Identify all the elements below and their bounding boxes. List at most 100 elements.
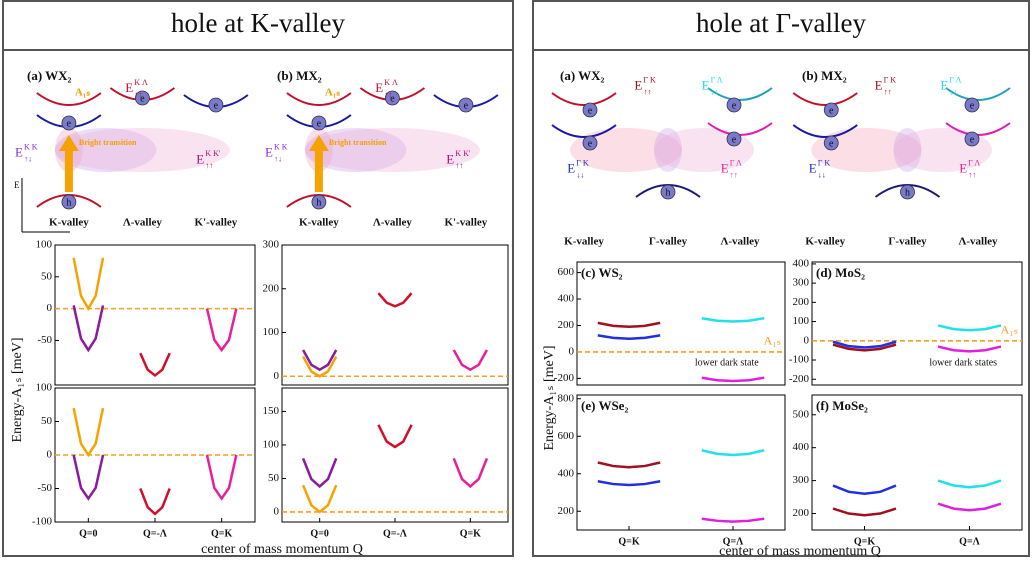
x-tick-label: Q=0	[310, 528, 328, 539]
state-sup: Γ K	[818, 159, 831, 168]
curve	[205, 454, 238, 501]
state-label: E	[959, 161, 967, 176]
y-tick-label: 800	[558, 392, 575, 404]
y-tick-label: 100	[36, 382, 53, 394]
band	[551, 92, 617, 106]
curve	[72, 257, 105, 312]
curve	[937, 479, 1002, 489]
state-sub: ↓↓	[818, 171, 826, 180]
state-sup: K K'	[455, 149, 471, 158]
curve	[301, 457, 338, 489]
state-label: E	[125, 80, 133, 95]
chart-title: (d) MoS₂	[816, 265, 865, 280]
chart-title: (c) WS₂	[581, 265, 623, 280]
particle-label: e	[390, 93, 395, 104]
y-tick-label: 500	[793, 408, 810, 420]
valley-label: K-valley	[299, 217, 339, 229]
schematic-label: (b) MX₂	[277, 68, 322, 83]
state-sub: ↑↑	[730, 171, 738, 180]
state-label: E	[567, 161, 575, 176]
state-sub: ↓↓	[576, 171, 584, 180]
particle	[660, 184, 676, 200]
particle-label: e	[214, 100, 219, 111]
y-tick-label: 0	[804, 334, 810, 346]
particle-label: e	[588, 138, 593, 149]
state-sup: K Λ	[134, 78, 148, 87]
y-tick-label: 300	[793, 474, 810, 486]
x-axis-label: center of mass momentum Q	[719, 544, 881, 559]
transition-arrow-head	[58, 135, 79, 151]
particle-label: e	[732, 100, 737, 111]
curve	[937, 345, 1002, 353]
exciton-label: A₁ₛ	[325, 87, 340, 99]
particle	[964, 131, 980, 147]
curve	[597, 334, 661, 340]
curve	[452, 349, 488, 372]
curve	[301, 484, 338, 514]
y-tick-label: 600	[558, 430, 575, 442]
y-tick-label: 0	[47, 302, 53, 314]
state-sub: ↑↓	[24, 154, 32, 163]
state-sup: Γ Λ	[968, 159, 980, 168]
state-sup: Γ K	[643, 75, 656, 84]
plot-frame	[811, 261, 1023, 386]
exciton-cloud	[304, 128, 407, 172]
plot-frame	[281, 244, 509, 386]
y-tick-label: 200	[793, 507, 810, 519]
valley-label: Λ-valley	[720, 236, 760, 248]
band	[36, 92, 102, 106]
particle	[311, 115, 327, 131]
x-tick-label: Q=-Λ	[143, 528, 168, 539]
state-label: E	[15, 145, 23, 160]
curve	[139, 352, 171, 378]
particle-label: e	[317, 118, 322, 129]
valley-label: K'-valley	[195, 217, 238, 229]
exciton-cloud	[893, 128, 922, 172]
plot-frame	[576, 261, 786, 386]
particle-label: e	[829, 105, 834, 116]
exciton-cloud	[54, 128, 230, 172]
band	[792, 124, 858, 138]
particle	[208, 97, 224, 113]
y-tick-label: -50	[37, 334, 52, 346]
state-label: E	[446, 151, 454, 166]
y-tick-label: 400	[793, 257, 810, 269]
reference-label: A₁ₛ	[1001, 323, 1018, 337]
particle	[61, 115, 77, 131]
state-label: E	[875, 77, 883, 92]
y-tick-label: 100	[36, 239, 53, 251]
y-tick-label: 200	[558, 505, 575, 517]
state-label: E	[721, 161, 729, 176]
particle	[726, 97, 742, 113]
particle-label: h	[666, 187, 671, 198]
state-sup: K K'	[205, 149, 221, 158]
y-tick-label: 50	[41, 270, 53, 282]
state-label: E	[634, 77, 642, 92]
y-tick-label: -200	[554, 372, 575, 384]
state-sub: ↑↑	[884, 87, 892, 96]
y-tick-label: 100	[263, 438, 280, 450]
schematic-label: (a) WX₂	[560, 68, 605, 83]
x-tick-label: Q=0	[79, 528, 97, 539]
x-tick-label: Q=K	[854, 536, 875, 547]
plot-frame	[54, 244, 256, 386]
valley-label: K-valley	[49, 217, 89, 229]
valley-label: Λ-valley	[958, 236, 998, 248]
y-tick-label: 200	[793, 296, 810, 308]
y-tick-label: 300	[263, 239, 280, 251]
transition-arrow-head	[308, 135, 329, 151]
valley-label: Λ-valley	[123, 217, 163, 229]
curve	[937, 324, 1002, 332]
transition-arrow	[64, 150, 73, 192]
band	[945, 87, 1011, 101]
transition-label: Bright transition	[329, 138, 387, 147]
panel-title: hole at K-valley	[171, 8, 345, 38]
state-label: E	[375, 80, 383, 95]
particle	[823, 135, 839, 151]
state-sub: ↑↑	[134, 90, 142, 99]
exciton-cloud	[304, 128, 480, 172]
curve	[205, 308, 238, 353]
particle	[726, 131, 742, 147]
particle	[134, 90, 150, 106]
